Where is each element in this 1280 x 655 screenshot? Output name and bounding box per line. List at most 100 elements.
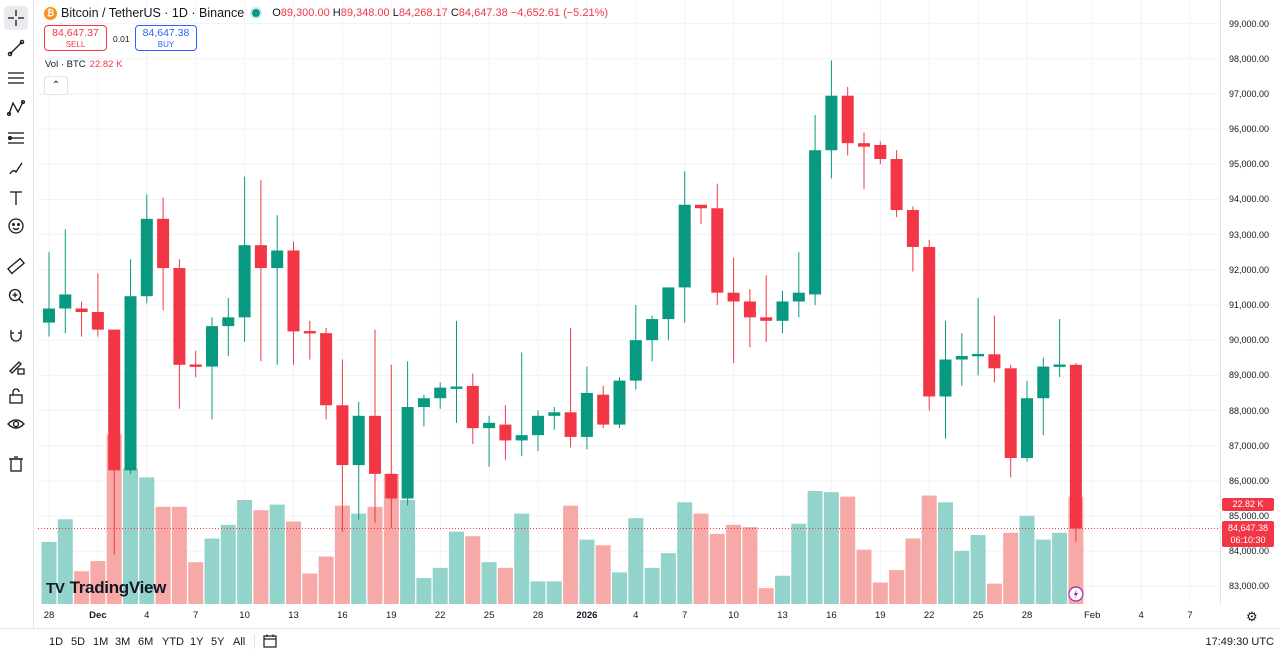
volume-bar [530, 581, 546, 604]
volume-bar [334, 505, 350, 604]
volume-bar [57, 519, 73, 604]
volume-bar [237, 500, 253, 604]
volume-bar [807, 491, 823, 604]
volume-bar [872, 582, 888, 604]
price-tick-label: 96,000.00 [1229, 124, 1270, 135]
collapse-legend-button[interactable]: ⌃ [44, 76, 68, 95]
volume-legend[interactable]: Vol · BTC 22.82 K [45, 59, 122, 70]
symbol-title[interactable]: Bitcoin / TetherUS · 1D · Binance [61, 6, 245, 20]
change-value: −4,652.61 (−5.21%) [510, 7, 609, 19]
candle-body [303, 331, 316, 334]
time-tick-label: 4 [633, 610, 639, 621]
volume-bar [970, 535, 986, 604]
time-tick-label: 16 [826, 610, 837, 621]
volume-bar [416, 578, 432, 604]
volume-bar [905, 538, 921, 604]
volume-bar [546, 581, 562, 604]
candle-body [385, 473, 398, 499]
text-icon[interactable] [4, 186, 28, 210]
volume-bar [41, 541, 57, 604]
candle-body [43, 308, 55, 323]
time-axis[interactable]: 28 Dec 4 7 10 13 16 19 22 25 28 2026 4 7 10 13 16 19 22 25 2… [38, 604, 1220, 628]
price-tick-label: 92,000.00 [1229, 264, 1270, 275]
sell-price: 84,647.37 [52, 27, 99, 39]
time-tick-label: 2026 [576, 610, 598, 621]
buy-button[interactable]: 84,647.38 BUY [135, 25, 197, 51]
candle-body [336, 405, 349, 466]
candle-body [124, 296, 137, 471]
candle-body [417, 398, 430, 408]
candle-body [743, 301, 756, 318]
price-tick-label: 85,000.00 [1229, 511, 1270, 522]
price-tick-label: 99,000.00 [1229, 18, 1270, 29]
range-button-ytd[interactable]: YTD [162, 636, 184, 648]
eye-icon[interactable] [4, 412, 28, 436]
magnet-icon[interactable] [4, 324, 28, 348]
zoom-in-icon[interactable] [4, 284, 28, 308]
price-tick-label: 98,000.00 [1229, 53, 1270, 64]
price-tick-label: 90,000.00 [1229, 335, 1270, 346]
volume-bar [449, 531, 464, 604]
buy-price: 84,647.38 [142, 27, 190, 39]
fib-icon[interactable] [4, 126, 28, 150]
volume-bar [351, 513, 367, 604]
candle-body [287, 250, 300, 332]
chart-settings-icon[interactable]: ⚙ [1246, 609, 1258, 624]
candle-body [613, 380, 626, 425]
candle-body [515, 435, 528, 441]
range-button-5d[interactable]: 5D [71, 636, 86, 648]
range-button-1y[interactable]: 1Y [190, 636, 204, 648]
volume-bar [612, 572, 627, 604]
date-range-calendar-icon[interactable] [262, 633, 278, 652]
price-tick-label: 84,000.00 [1229, 546, 1270, 557]
candle-body [939, 359, 952, 397]
lock-pen-icon[interactable] [4, 354, 28, 378]
emoji-icon[interactable] [4, 214, 28, 238]
time-tick-label: 25 [483, 610, 495, 621]
volume-bar [383, 474, 399, 604]
range-button-3m[interactable]: 3M [115, 636, 131, 648]
volume-bar [1003, 532, 1019, 604]
range-button-1d[interactable]: 1D [49, 636, 64, 648]
volume-bar [791, 523, 807, 604]
candlestick-chart[interactable] [38, 0, 1220, 604]
volume-bar [726, 524, 742, 604]
candle-body [662, 287, 675, 320]
volume-bar [986, 583, 1002, 604]
utc-clock[interactable]: 17:49:30 UTC [1205, 636, 1274, 648]
time-tick-label: 22 [434, 610, 446, 621]
range-button-all[interactable]: All [233, 636, 246, 648]
pattern-icon[interactable] [4, 96, 28, 120]
volume-bar [155, 506, 171, 604]
candle-body [792, 292, 805, 302]
tradingview-wordmark: TradingView [69, 578, 167, 597]
trend-line-icon[interactable] [4, 36, 28, 60]
sell-button[interactable]: 84,647.37 SELL [44, 25, 107, 51]
price-tick-label: 87,000.00 [1229, 440, 1270, 451]
lock-icon[interactable] [4, 384, 28, 408]
time-tick-label: 13 [777, 610, 788, 621]
time-tick-label: Feb [1084, 610, 1101, 621]
ruler-icon[interactable] [4, 254, 28, 278]
tradingview-logo[interactable]: TV TradingView [46, 578, 166, 598]
candle-body [499, 424, 512, 441]
range-button-6m[interactable]: 6M [138, 636, 154, 648]
candle-body [988, 354, 1001, 369]
candle-body [874, 144, 887, 160]
chart-pane[interactable] [38, 0, 1220, 604]
time-tick-label: 25 [972, 610, 984, 621]
range-button-5y[interactable]: 5Y [211, 636, 225, 648]
open-value: 89,300.00 [280, 7, 330, 19]
horizontal-lines-icon[interactable] [4, 66, 28, 90]
trash-icon[interactable] [4, 452, 28, 476]
range-button-1m[interactable]: 1M [93, 636, 109, 648]
volume-bar [1052, 532, 1068, 604]
volume-bar [269, 504, 285, 604]
volume-bar [514, 513, 530, 604]
brush-icon[interactable] [4, 156, 28, 180]
time-tick-label: 16 [337, 610, 348, 621]
price-axis[interactable]: 83,000.00 84,000.00 85,000.00 86,000.00 87,0… [1220, 0, 1280, 604]
crosshair-icon[interactable] [4, 6, 28, 30]
drawing-toolbar [0, 0, 34, 654]
candle-body [157, 218, 170, 269]
